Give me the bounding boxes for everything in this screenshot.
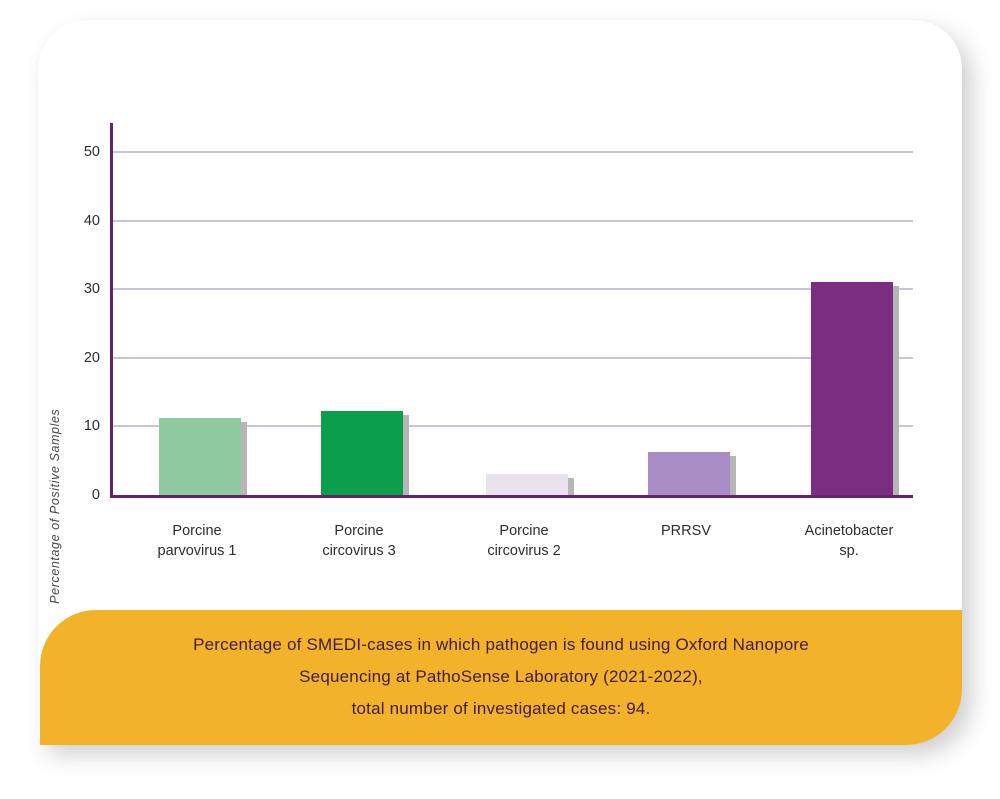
y-tick-label-50: 50 bbox=[83, 144, 100, 160]
bar-porcine-circovirus-2 bbox=[486, 474, 574, 495]
plot-area: 0 10 20 30 40 50 bbox=[84, 123, 913, 503]
bar-porcine-circovirus-3 bbox=[321, 411, 409, 495]
bar-prrsv bbox=[648, 452, 736, 495]
caption-box: Percentage of SMEDI-cases in which patho… bbox=[40, 610, 962, 745]
y-tick-label-10: 10 bbox=[83, 418, 100, 435]
gridline-50 bbox=[113, 151, 913, 153]
y-tick-label-20: 20 bbox=[83, 349, 100, 366]
caption-line-1: Percentage of SMEDI-cases in which patho… bbox=[193, 635, 809, 654]
caption-line-3: total number of investigated cases: 94. bbox=[351, 699, 651, 718]
caption-line-2: Sequencing at PathoSense Laboratory (202… bbox=[299, 667, 703, 686]
category-label-prrsv: PRRSV bbox=[661, 523, 711, 539]
y-tick-label-0: 0 bbox=[91, 487, 100, 503]
gridline-10 bbox=[113, 425, 913, 428]
chart-card: Percentage of Positive Samples 0 10 20 30 40… bbox=[38, 20, 962, 745]
y-axis-title: Percentage of Positive Samples bbox=[48, 408, 62, 604]
category-label-porcine-circovirus-2: Porcine circovirus 2 bbox=[487, 523, 561, 559]
bar-chart: Percentage of Positive Samples 0 10 20 30 40… bbox=[48, 123, 913, 603]
gridline-40 bbox=[113, 219, 913, 222]
gridline-20 bbox=[113, 356, 913, 359]
bar-acinetobacter-sp bbox=[811, 282, 899, 495]
category-label-porcine-circovirus-3: Porcine circovirus 3 bbox=[322, 523, 396, 559]
gridline-30 bbox=[113, 288, 913, 291]
y-tick-label-30: 30 bbox=[83, 281, 100, 298]
category-label-acinetobacter-sp: Acinetobacter sp. bbox=[804, 523, 894, 559]
category-label-porcine-parvovirus-1: Porcine parvovirus 1 bbox=[157, 523, 237, 559]
y-tick-label-40: 40 bbox=[83, 212, 100, 229]
bar-porcine-parvovirus-1 bbox=[159, 418, 247, 495]
